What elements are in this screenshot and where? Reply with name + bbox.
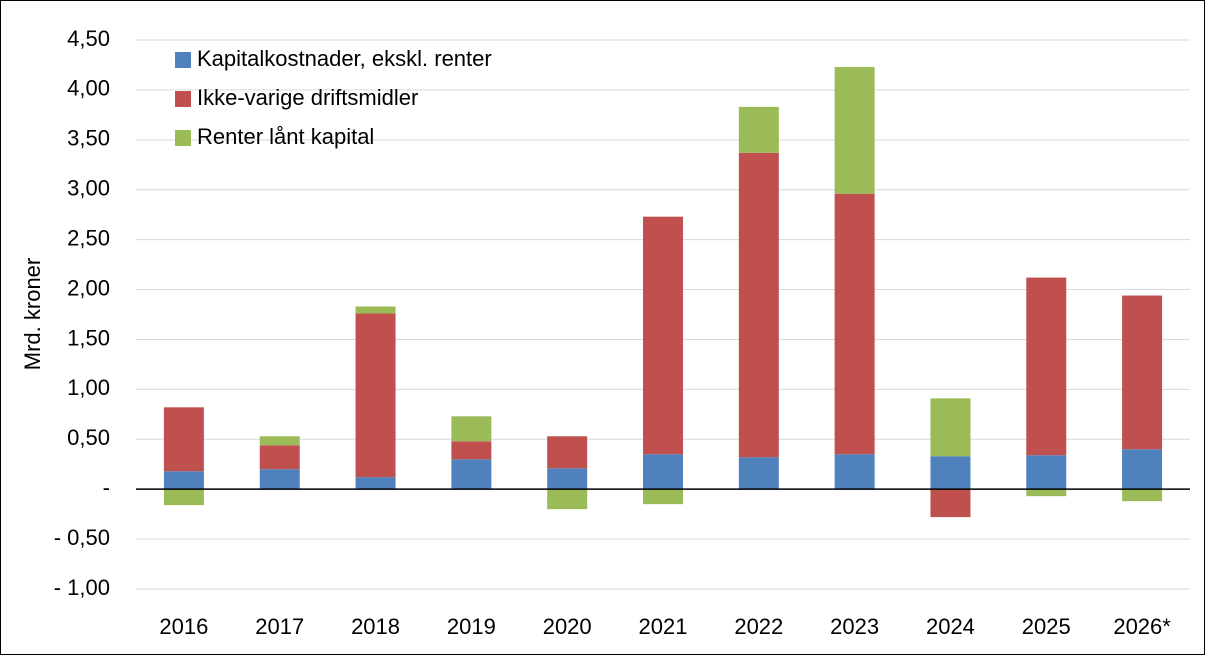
bar-segment — [1026, 489, 1067, 497]
bar-segment — [355, 306, 396, 314]
y-tick-label: - — [103, 475, 110, 500]
bar-segment — [834, 454, 875, 490]
bar-segment — [834, 193, 875, 455]
bar-segment — [930, 456, 971, 490]
legend-label: Renter lånt kapital — [197, 124, 374, 149]
y-tick-label: 2,00 — [67, 275, 110, 300]
y-tick-label: 4,50 — [67, 26, 110, 51]
bar-segment — [643, 489, 683, 505]
bar-segment — [547, 468, 588, 490]
bar-segment — [930, 489, 971, 518]
legend-swatch — [175, 130, 191, 146]
bar-segment — [259, 445, 300, 470]
bar-segment — [1026, 277, 1067, 456]
bar-segment — [451, 459, 492, 490]
bar-segment — [355, 313, 396, 478]
bar-segment — [163, 489, 204, 506]
bar-segment — [738, 152, 779, 458]
bar-segment — [738, 457, 779, 490]
x-tick-label: 2020 — [543, 614, 592, 639]
y-tick-label: 4,00 — [67, 76, 110, 101]
x-tick-label: 2016 — [159, 614, 208, 639]
bar-segment — [451, 416, 492, 442]
x-tick-label: 2024 — [926, 614, 975, 639]
bar-segment — [834, 66, 875, 194]
bar-segment — [259, 469, 300, 490]
y-tick-label: 2,50 — [67, 225, 110, 250]
legend-swatch — [175, 91, 191, 107]
bar-segment — [163, 471, 204, 490]
x-tick-label: 2017 — [255, 614, 304, 639]
bar-segment — [643, 216, 683, 455]
bar-segment — [259, 436, 300, 446]
bar-segment — [643, 454, 683, 490]
x-tick-label: 2023 — [830, 614, 879, 639]
x-tick-label: 2025 — [1022, 614, 1071, 639]
y-tick-label: 0,50 — [67, 425, 110, 450]
legend-swatch — [175, 52, 191, 68]
bar-segment — [355, 477, 396, 490]
x-tick-label: 2022 — [734, 614, 783, 639]
bar-segment — [547, 436, 588, 469]
y-tick-label: - 0,50 — [54, 525, 110, 550]
y-axis-label: Mrd. kroner — [20, 258, 45, 370]
y-tick-label: 1,50 — [67, 325, 110, 350]
x-tick-label: 2018 — [351, 614, 400, 639]
bar-segment — [1122, 295, 1163, 450]
bar-segment — [547, 489, 588, 510]
bar-segment — [930, 398, 971, 457]
y-tick-label: - 1,00 — [54, 575, 110, 600]
y-tick-label: 1,00 — [67, 375, 110, 400]
bar-segment — [738, 106, 779, 153]
bar-segment — [1122, 489, 1163, 502]
x-tick-label: 2021 — [639, 614, 688, 639]
bar-segment — [451, 441, 492, 460]
y-tick-label: 3,00 — [67, 176, 110, 201]
legend-label: Ikke-varige driftsmidler — [197, 85, 418, 110]
x-tick-label: 2019 — [447, 614, 496, 639]
bar-segment — [163, 407, 204, 472]
legend-label: Kapitalkostnader, ekskl. renter — [197, 46, 492, 71]
bar-segment — [1122, 449, 1163, 490]
bar-segment — [1026, 455, 1067, 490]
y-tick-label: 3,50 — [67, 126, 110, 151]
x-tick-label: 2026* — [1113, 614, 1171, 639]
